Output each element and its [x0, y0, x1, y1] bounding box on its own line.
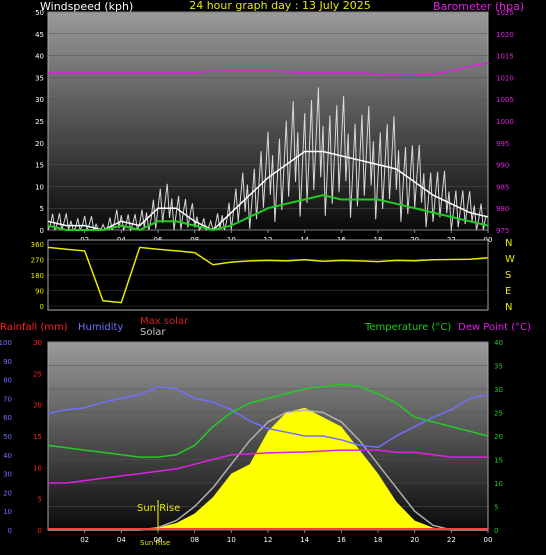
x-tick-label: 20 — [410, 536, 419, 544]
humidity-tick-label: 80 — [3, 377, 12, 385]
temp-tick-label: 15 — [494, 457, 503, 465]
y-left-tick-label: 0 — [40, 227, 44, 235]
temperature-line — [47, 383, 489, 458]
y-right-tick-label: 980 — [496, 205, 509, 213]
y-right-tick-label: 1000 — [496, 118, 514, 126]
dew-point-line — [48, 449, 488, 484]
y-right-tick-label: 1015 — [496, 53, 514, 61]
legend-solar: Solar — [140, 327, 166, 338]
direction-tick-label: 90 — [35, 288, 44, 296]
y-right-tick-label: 995 — [496, 140, 509, 148]
direction-tick-label: 180 — [31, 272, 44, 280]
y-left-tick-label: 10 — [35, 183, 44, 191]
rain-tick-label: 25 — [33, 370, 42, 378]
temp-tick-label: 30 — [494, 386, 503, 394]
humidity-tick-label: 10 — [3, 508, 12, 516]
x-tick-label: 22 — [447, 536, 456, 544]
x-tick-label: 06 — [154, 536, 163, 544]
temp-tick-label: 35 — [494, 363, 503, 371]
humidity-tick-label: 50 — [3, 433, 12, 441]
y-left-tick-label: 45 — [35, 31, 44, 39]
humidity-tick-label: 90 — [3, 358, 12, 366]
y-left-tick-label: 20 — [35, 140, 44, 148]
rain-tick-label: 5 — [38, 496, 42, 504]
y-right-tick-label: 1025 — [496, 9, 514, 17]
legend-temperature: Temperature (°C) — [364, 322, 451, 333]
humidity-tick-label: 100 — [0, 339, 12, 347]
legend-humidity: Humidity — [78, 322, 123, 333]
y-right-tick-label: 990 — [496, 162, 509, 170]
avg-wind-line — [47, 194, 489, 232]
direction-tick-label: 270 — [31, 257, 44, 265]
humidity-tick-label: 60 — [3, 414, 12, 422]
y-left-tick-label: 35 — [35, 74, 44, 82]
compass-label: N — [505, 238, 512, 249]
y-right-tick-label: 1020 — [496, 31, 514, 39]
temp-tick-label: 5 — [494, 504, 498, 512]
rain-tick-label: 0 — [38, 527, 42, 535]
y-left-tick-label: 30 — [35, 96, 44, 104]
barometer-line — [48, 62, 489, 76]
y-right-tick-label: 985 — [496, 183, 509, 191]
wind-axis-title: Windspeed (kph) — [40, 0, 133, 13]
y-left-tick-label: 15 — [35, 162, 44, 170]
sunset-overlap-label: Sun Rise — [140, 539, 170, 547]
humidity-line — [47, 386, 489, 449]
rain-tick-label: 15 — [33, 433, 42, 441]
y-right-tick-label: 1010 — [496, 74, 514, 82]
compass-label: S — [505, 270, 511, 281]
chart-title: 24 hour graph day : 13 July 2025 — [189, 0, 371, 12]
x-tick-label: 14 — [300, 536, 309, 544]
rain-tick-label: 30 — [33, 339, 42, 347]
humidity-tick-label: 30 — [3, 471, 12, 479]
compass-label: E — [505, 286, 511, 297]
x-tick-label: 04 — [117, 536, 126, 544]
sunrise-label: Sun Rise — [137, 503, 180, 514]
y-right-tick-label: 1005 — [496, 96, 514, 104]
rain-tick-label: 10 — [33, 464, 42, 472]
temp-tick-label: 20 — [494, 433, 503, 441]
temp-tick-label: 10 — [494, 480, 503, 488]
y-left-tick-label: 5 — [40, 205, 44, 213]
x-tick-label: 12 — [264, 536, 273, 544]
humidity-tick-label: 40 — [3, 452, 12, 460]
temp-tick-label: 40 — [494, 339, 503, 347]
direction-tick-label: 0 — [40, 303, 44, 311]
wind-speed-line — [47, 150, 489, 231]
y-left-tick-label: 50 — [35, 9, 44, 17]
x-tick-label: 10 — [227, 536, 236, 544]
y-left-tick-label: 40 — [35, 53, 44, 61]
legend-dew-point: Dew Point (°C) — [458, 322, 531, 333]
temp-tick-label: 0 — [494, 527, 498, 535]
humidity-tick-label: 0 — [8, 527, 12, 535]
x-tick-label: 16 — [337, 536, 346, 544]
baro-axis-title: Barometer (hpa) — [433, 0, 524, 13]
humidity-tick-label: 70 — [3, 395, 12, 403]
wind-gust-line — [47, 87, 487, 232]
solar-area — [48, 407, 488, 530]
y-right-tick-label: 975 — [496, 227, 509, 235]
legend-rainfall: Rainfall (mm) — [0, 322, 68, 333]
temp-tick-label: 25 — [494, 410, 503, 418]
x-tick-label: 02 — [80, 536, 89, 544]
x-tick-label: 18 — [374, 536, 383, 544]
x-tick-label: 00 — [484, 536, 493, 544]
rain-tick-label: 20 — [33, 402, 42, 410]
direction-tick-label: 360 — [31, 241, 44, 249]
wind-direction-line — [47, 246, 489, 304]
legend-max-solar: Max solar — [140, 316, 189, 327]
x-tick-label: 08 — [190, 536, 199, 544]
humidity-tick-label: 20 — [3, 489, 12, 497]
compass-label: W — [505, 254, 515, 265]
y-left-tick-label: 25 — [35, 118, 44, 126]
compass-label: N — [505, 302, 512, 313]
